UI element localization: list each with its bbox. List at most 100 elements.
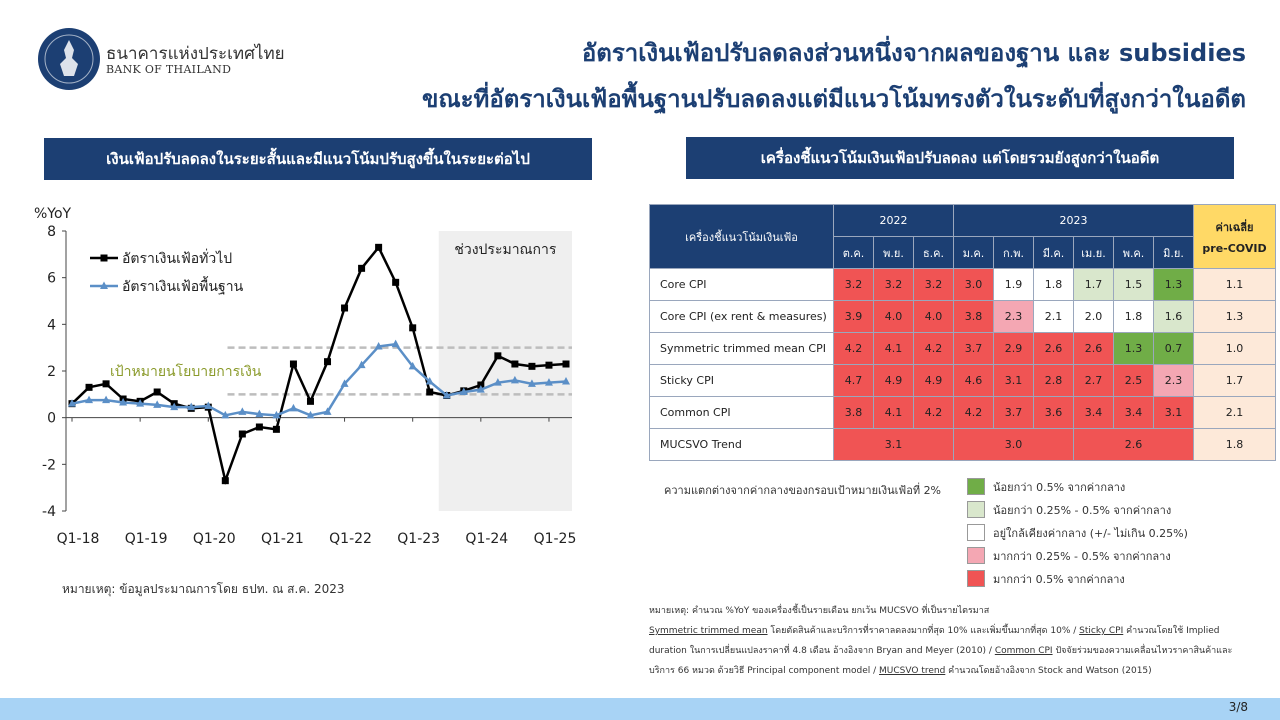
legend-item: มากกว่า 0.5% จากค่ากลาง [967,570,1125,587]
legend-label: มากกว่า 0.25% - 0.5% จากค่ากลาง [993,549,1171,563]
bank-name-en: BANK OF THAILAND [106,63,232,76]
legend-label: อัตราเงินเฟ้อทั่วไป [122,249,232,267]
data-point [493,378,502,386]
table-cell: 3.2 [873,268,914,301]
data-point [119,398,128,406]
data-point [459,387,468,395]
table-cell: 1.3 [1153,268,1194,301]
forecast-label: ช่วงประมาณการ [454,242,557,258]
mucsvo-2023-h2: 2.6 [1073,428,1194,461]
table-cell-avg: 1.0 [1193,332,1276,365]
table-cell: 4.9 [913,364,954,397]
table-cell: 4.2 [913,332,954,365]
legend-swatch [967,524,985,541]
slide-title: อัตราเงินเฟ้อปรับลดลงส่วนหนึ่งจากผลของฐา… [366,30,1246,122]
footnote-text-mucsvo: คำนวณโดยอ้างอิงจาก Stock and Watson (201… [945,666,1152,676]
data-point [255,423,263,431]
bot-emblem-icon [40,30,98,88]
legend-label: อยู่ใกล้เคียงค่ากลาง (+/- ไม่เกิน 0.25%) [993,526,1188,540]
data-point [221,410,230,419]
table-cell: 3.7 [953,332,994,365]
table-month-header: พ.ค. [1113,236,1154,269]
mucsvo-avg: 1.8 [1193,428,1276,461]
x-tick-label: Q1-25 [534,531,577,547]
table-cell-avg: 1.7 [1193,364,1276,397]
data-point [153,388,161,396]
data-point [289,360,297,368]
title-line-1: อัตราเงินเฟ้อปรับลดลงส่วนหนึ่งจากผลของฐา… [581,39,1246,67]
table-cell-avg: 1.1 [1193,268,1276,301]
table-cell: 2.3 [1153,364,1194,397]
data-point [272,410,281,419]
data-point [510,375,519,384]
legend-swatch [967,547,985,564]
x-tick-label: Q1-19 [125,531,168,547]
data-point [562,360,570,368]
footnote-text-sticky: คำนวณโดยใช้ Implied duration ในการเปลี่ย… [649,626,1220,656]
table-cell-avg: 2.1 [1193,396,1276,429]
table-cell: 3.4 [1073,396,1114,429]
table-row: Symmetric trimmed mean CPI 4.2 4.1 4.2 3.7 2.… [649,332,1276,365]
x-tick-label: Q1-24 [465,531,508,547]
table-cell: 3.6 [1033,396,1074,429]
table-header-2023: 2023 [953,204,1194,237]
table-cell: 2.9 [993,332,1034,365]
x-tick-label: Q1-21 [261,531,304,547]
legend-item: น้อยกว่า 0.25% - 0.5% จากค่ากลาง [967,501,1171,518]
table-month-header: ม.ค. [953,236,994,269]
table-cell: 4.2 [953,396,994,429]
table-cell: 4.1 [873,332,914,365]
data-point [425,377,434,385]
legend-item: อยู่ใกล้เคียงค่ากลาง (+/- ไม่เกิน 0.25%) [967,524,1188,541]
table-cell: 4.2 [833,332,874,365]
table-header-indicator: เครื่องชี้แนวโน้มเงินเฟ้อ [649,204,834,269]
y-tick-label: 0 [47,411,56,427]
table-cell: 3.1 [993,364,1034,397]
table-cell: 4.0 [913,300,954,333]
data-point [391,339,400,348]
row-label: Symmetric trimmed mean CPI [649,332,834,365]
data-point [544,378,553,386]
x-tick-label: Q1-23 [397,531,440,547]
footnote-term-common: Common CPI [994,646,1053,656]
avg-label-line1: ค่าเฉลี่ย [1215,221,1254,234]
x-tick-label: Q1-18 [57,531,100,547]
table-cell: 1.7 [1073,268,1114,301]
data-point [170,402,179,411]
table-cell: 1.3 [1113,332,1154,365]
footnote-term-sticky: Sticky CPI [1079,626,1124,636]
row-label: Core CPI [649,268,834,301]
legend-marker [100,281,108,289]
table-cell: 3.7 [993,396,1034,429]
table-cell: 3.2 [913,268,954,301]
data-point [238,430,246,438]
data-point [136,399,145,407]
inflation-indicators-table: เครื่องชี้แนวโน้มเงินเฟ้อ 2022 2023 ค่าเ… [649,204,1276,461]
data-point [68,399,76,407]
table-month-header: ก.พ. [993,236,1034,269]
table-cell: 2.6 [1033,332,1074,365]
table-cell: 4.9 [873,364,914,397]
table-cell: 1.9 [993,268,1034,301]
data-point [545,361,553,369]
data-point [324,358,332,366]
legend-title: ความแตกต่างจากค่ากลางของกรอบเป้าหมายเงิน… [664,484,942,497]
table-month-header: พ.ย. [873,236,914,269]
row-label: Sticky CPI [649,364,834,397]
footnote: หมายเหตุ: คำนวณ %YoY ของเครื่องชี้เป็นรา… [649,601,1239,681]
data-point [306,397,314,405]
right-banner: เครื่องชี้แนวโน้มเงินเฟ้อปรับลดลง แต่โดย… [686,137,1234,179]
table-cell: 3.4 [1113,396,1154,429]
data-point [187,402,196,411]
bot-logo [38,28,100,90]
table-row: Common CPI 3.8 4.1 4.2 4.2 3.7 3.6 3.4 3.4 3.1 2.1 [649,396,1276,429]
target-label: เป้าหมายนโยบายการเงิน [110,363,262,380]
data-point [375,243,383,251]
data-point [374,342,383,350]
left-banner: เงินเฟ้อปรับลดลงในระยะสั้นและมีแนวโน้มปร… [44,138,592,180]
table-cell: 2.3 [993,300,1034,333]
table-cell-avg: 1.3 [1193,300,1276,333]
data-point [511,360,519,368]
footer-bar [0,698,1280,720]
footnote-term-mucsvo: MUCSVO trend [879,666,946,676]
